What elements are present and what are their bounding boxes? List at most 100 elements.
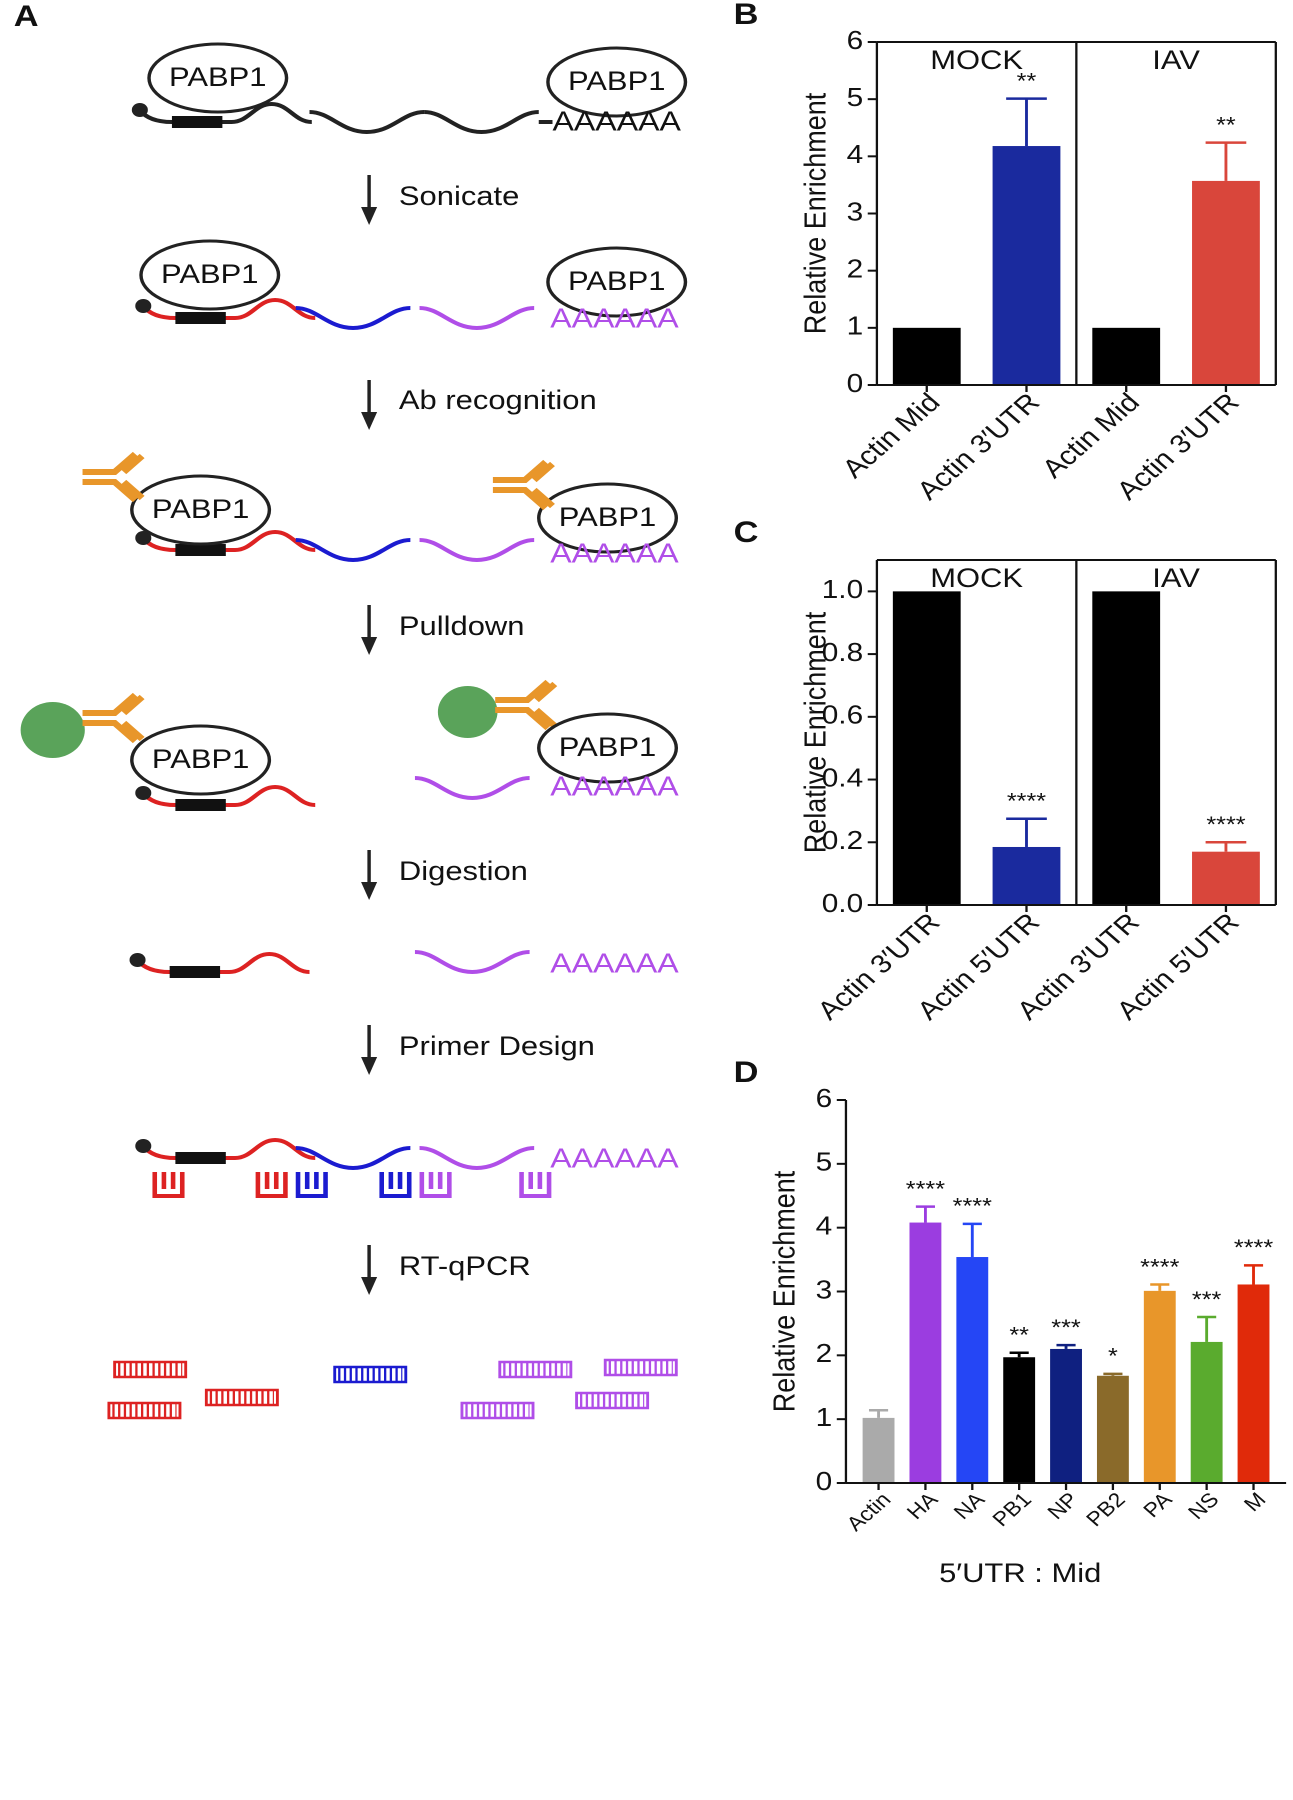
fragment bbox=[420, 308, 535, 328]
x-tick-label: PA bbox=[1138, 1488, 1177, 1522]
bar bbox=[892, 327, 961, 385]
bead bbox=[20, 702, 85, 758]
primer bbox=[298, 1172, 326, 1196]
panel-label: D bbox=[734, 1055, 759, 1088]
panel-label: A bbox=[14, 0, 39, 32]
fragment bbox=[415, 778, 530, 798]
arrow bbox=[359, 173, 379, 227]
y-tick-label: 0 bbox=[816, 1467, 833, 1496]
bar bbox=[1192, 851, 1260, 905]
step-label: Pulldown bbox=[399, 612, 525, 642]
x-axis-title: 5′UTR : Mid bbox=[939, 1559, 1101, 1589]
antibody bbox=[83, 454, 143, 500]
significance: *** bbox=[1192, 1288, 1221, 1312]
significance: ** bbox=[1009, 1324, 1029, 1348]
significance: *** bbox=[1051, 1316, 1080, 1340]
y-tick-label: 0.4 bbox=[822, 763, 863, 792]
product bbox=[500, 1362, 571, 1377]
protein-label: PABP1 bbox=[161, 260, 258, 290]
protein-label: PABP1 bbox=[568, 267, 665, 297]
significance: ** bbox=[1216, 114, 1236, 138]
arrow bbox=[359, 848, 379, 902]
y-tick-label: 2 bbox=[847, 254, 864, 283]
significance: * bbox=[1108, 1345, 1118, 1369]
x-tick-label: NP bbox=[1043, 1488, 1084, 1523]
y-tick-label: 6 bbox=[816, 1084, 833, 1113]
product bbox=[109, 1403, 180, 1418]
primer bbox=[155, 1172, 183, 1196]
step-label: RT-qPCR bbox=[399, 1252, 531, 1282]
poly-a: AAAAAA bbox=[550, 303, 679, 334]
bead bbox=[437, 686, 498, 738]
primer bbox=[382, 1172, 410, 1196]
arrow bbox=[359, 378, 379, 432]
fragment bbox=[420, 540, 535, 560]
protein-label: PABP1 bbox=[568, 67, 665, 97]
antibody bbox=[83, 695, 143, 741]
bar bbox=[909, 1222, 942, 1483]
antibody bbox=[495, 682, 555, 728]
diagram: PABP1 PABP1 AAAAAA Sonicate PABP1 PABP1 … bbox=[20, 42, 688, 1418]
product bbox=[335, 1367, 406, 1382]
x-tick-label: NS bbox=[1183, 1488, 1224, 1523]
y-tick-label: 1 bbox=[816, 1403, 833, 1432]
bar bbox=[892, 591, 961, 905]
y-tick-label: 6 bbox=[847, 26, 864, 55]
arrow bbox=[359, 1023, 379, 1077]
fragment bbox=[420, 1148, 535, 1168]
significance: ** bbox=[1017, 70, 1037, 94]
poly-a: AAAAAA bbox=[553, 106, 682, 137]
bar bbox=[1050, 1348, 1082, 1483]
poly-a: AAAAAA bbox=[550, 1143, 679, 1174]
y-tick-label: 4 bbox=[816, 1211, 833, 1240]
poly-a: AAAAAA bbox=[550, 948, 679, 979]
primer bbox=[258, 1172, 286, 1196]
y-tick-label: 1 bbox=[847, 311, 864, 340]
fragment bbox=[415, 952, 530, 972]
bar bbox=[1192, 180, 1260, 385]
bar bbox=[1190, 1341, 1223, 1483]
y-tick-label: 0.6 bbox=[822, 700, 863, 729]
product bbox=[206, 1390, 277, 1405]
x-tick-label: PB2 bbox=[1081, 1488, 1130, 1530]
group-label: MOCK bbox=[930, 46, 1023, 76]
step-label: Sonicate bbox=[399, 182, 519, 212]
fragment bbox=[130, 953, 310, 978]
y-tick-label: 2 bbox=[816, 1339, 833, 1368]
significance: **** bbox=[1206, 813, 1245, 837]
significance: **** bbox=[1234, 1237, 1273, 1261]
protein-label: PABP1 bbox=[559, 503, 656, 533]
product bbox=[115, 1362, 186, 1377]
step-label: Primer Design bbox=[399, 1032, 595, 1062]
bar bbox=[1237, 1284, 1270, 1483]
group-label: IAV bbox=[1152, 564, 1200, 594]
step-label: Ab recognition bbox=[399, 386, 597, 416]
poly-a: AAAAAA bbox=[550, 538, 679, 569]
x-tick-label: NA bbox=[949, 1488, 990, 1524]
product bbox=[577, 1393, 648, 1408]
x-tick-label: Actin bbox=[842, 1488, 896, 1535]
arrow bbox=[359, 603, 379, 657]
y-tick-label: 0.8 bbox=[822, 638, 863, 667]
bar bbox=[992, 146, 1061, 385]
panel-label: B bbox=[734, 0, 759, 30]
panel-label: C bbox=[734, 515, 759, 548]
y-tick-label: 5 bbox=[816, 1147, 833, 1176]
y-tick-label: 0.0 bbox=[822, 889, 863, 918]
x-tick-label: PB1 bbox=[988, 1488, 1037, 1530]
fragment bbox=[135, 1139, 315, 1164]
primer bbox=[522, 1172, 550, 1196]
bar bbox=[862, 1417, 895, 1483]
arrow bbox=[359, 1243, 379, 1297]
bar bbox=[1143, 1290, 1176, 1483]
significance: **** bbox=[953, 1195, 992, 1219]
bar bbox=[1003, 1357, 1036, 1483]
protein-label: PABP1 bbox=[559, 733, 656, 763]
antibody bbox=[493, 462, 553, 508]
bar bbox=[956, 1257, 989, 1483]
step-label: Digestion bbox=[399, 857, 528, 887]
primer bbox=[422, 1172, 450, 1196]
y-axis-title: Relative Enrichment bbox=[799, 93, 833, 335]
